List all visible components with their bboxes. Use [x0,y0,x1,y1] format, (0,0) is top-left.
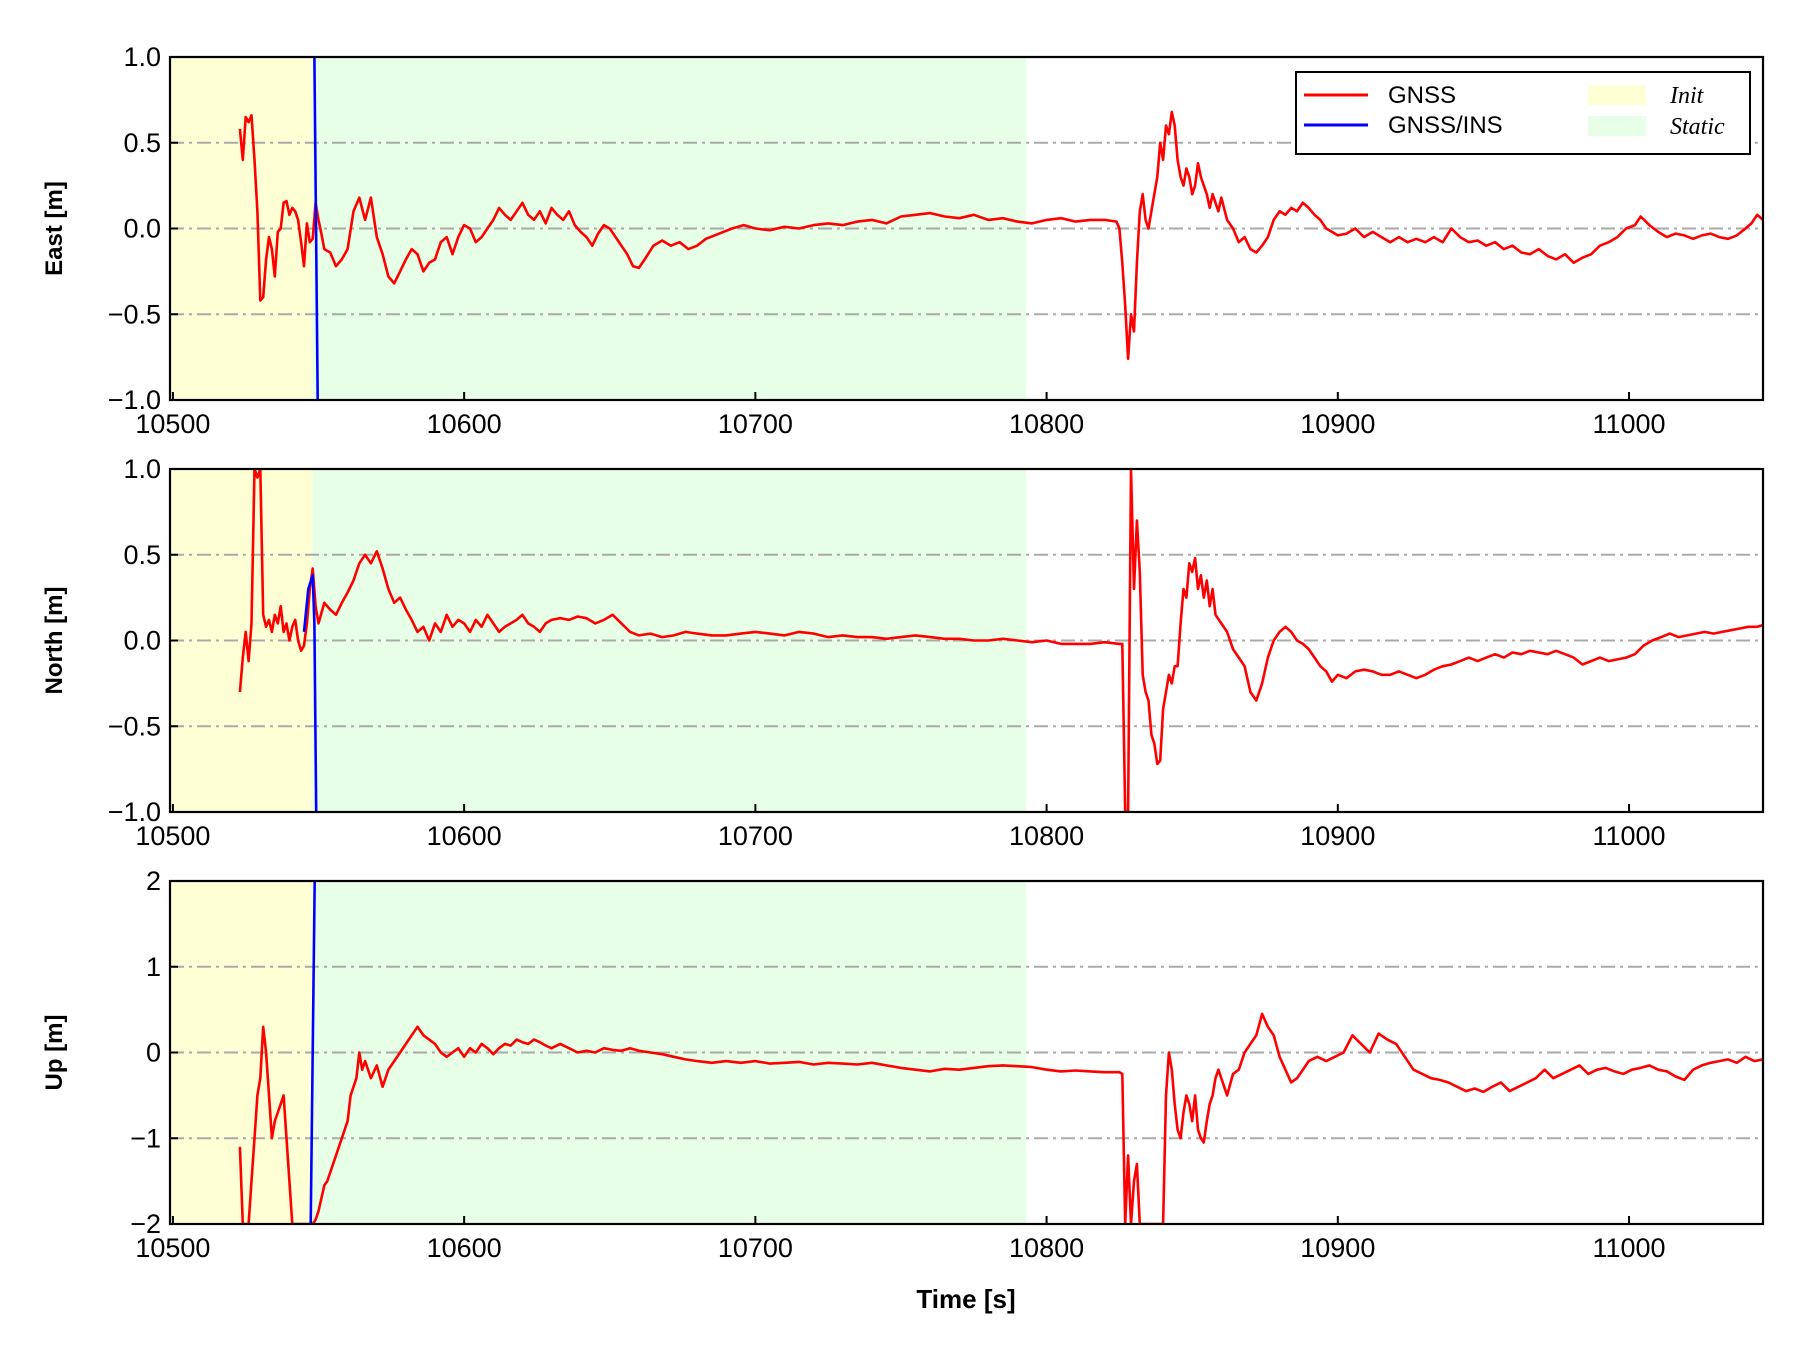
series-line-gnss-ins [302,573,318,812]
y-tick-label: 0.0 [123,626,161,656]
y-tick-label: 1 [146,952,161,982]
x-tick-label: 10500 [135,821,210,851]
y-tick-label: 1.0 [123,454,161,484]
x-tick-label: 11000 [1592,821,1665,851]
y-tick-label: 0.5 [123,540,161,570]
y-axis-label: Up [m] [41,1015,68,1091]
x-tick-label: 10700 [718,821,793,851]
x-tick-label: 10600 [427,821,502,851]
x-tick-label: 10600 [427,1233,502,1263]
y-tick-label: 0.0 [123,214,161,244]
x-tick-label: 10600 [427,409,502,439]
series-group [238,57,1763,400]
x-tick-label: 10800 [1009,409,1084,439]
legend-label-gnss-ins: GNSS/INS [1388,112,1503,139]
legend-swatch-static [1588,116,1646,136]
y-tick-label: −1.0 [108,797,161,827]
y-tick-label: −2 [130,1209,161,1239]
x-tick-label: 10900 [1300,409,1375,439]
x-tick-label: 10500 [135,409,210,439]
x-tick-label: 10900 [1300,1233,1375,1263]
series-line-gnss [238,1012,1763,1224]
series-group [238,881,1763,1224]
y-tick-label: −0.5 [108,711,161,741]
y-tick-label: 1.0 [123,42,161,72]
series-line-gnss-ins [309,881,316,1224]
x-tick-label: 10900 [1300,821,1375,851]
x-axis-label: Time [s] [916,1284,1015,1314]
x-tick-label: 11000 [1592,1233,1665,1263]
y-axis-label: North [m] [41,587,68,695]
y-tick-label: 2 [146,866,161,896]
legend: GNSS GNSS/INS Init Static [1295,71,1751,155]
series-line-gnss [238,469,1763,812]
x-tick-label: 10700 [718,1233,793,1263]
legend-swatch-init [1588,85,1646,105]
x-tick-label: 10500 [135,1233,210,1263]
x-tick-label: 11000 [1592,409,1665,439]
x-tick-label: 10700 [718,409,793,439]
y-tick-label: −0.5 [108,299,161,329]
legend-label-static: Static [1670,114,1725,140]
y-tick-label: 0 [146,1038,161,1068]
legend-frame [1295,71,1751,155]
x-tick-label: 10800 [1009,821,1084,851]
legend-label-gnss: GNSS [1388,82,1456,109]
y-tick-label: 0.5 [123,128,161,158]
y-axis-label: East [m] [41,181,68,276]
legend-label-init: Init [1669,83,1705,109]
series-group [238,469,1763,812]
y-tick-label: −1.0 [108,385,161,415]
series-line-gnss [238,110,1763,361]
series-line-gnss-ins [313,57,319,400]
x-tick-label: 10800 [1009,1233,1084,1263]
y-tick-label: −1 [130,1123,161,1153]
